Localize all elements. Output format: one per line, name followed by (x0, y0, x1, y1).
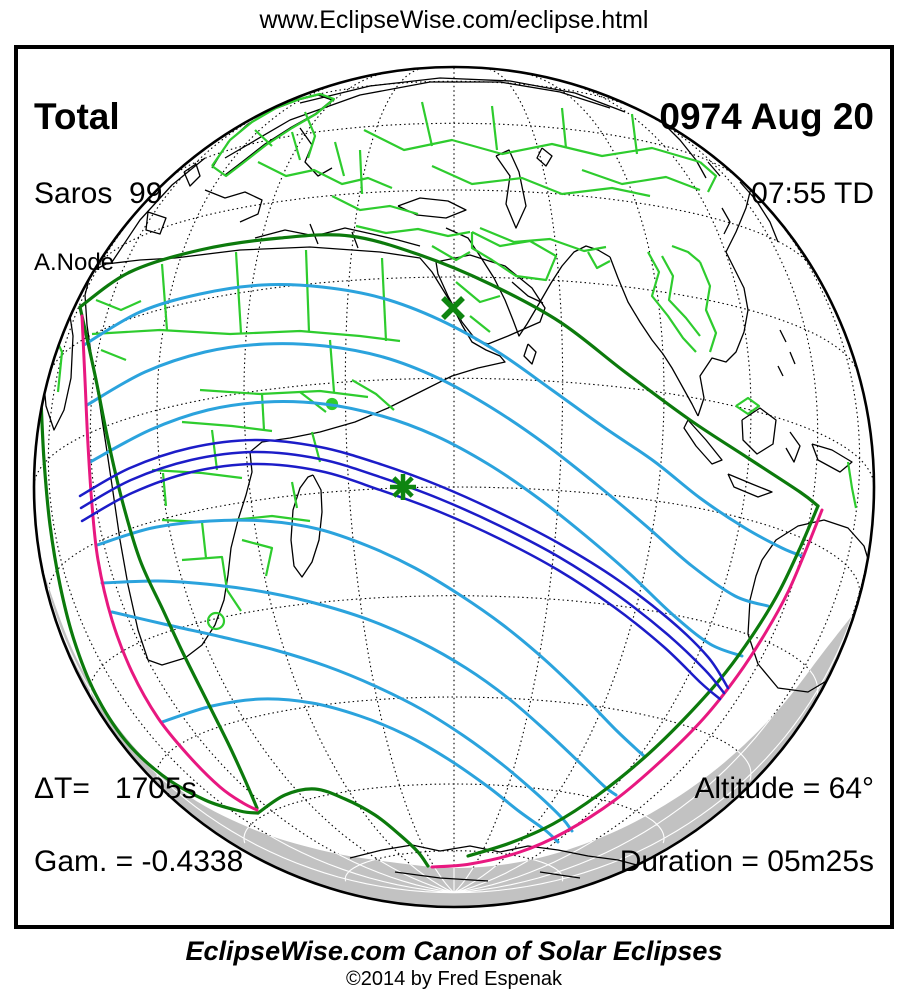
map-frame: Total Saros 99 A.Node 0974 Aug 20 07:55 … (14, 45, 894, 929)
duration-value: Duration = 05m25s (619, 844, 874, 878)
time-label: 07:55 TD (751, 177, 874, 211)
eclipse-info-top-right: 0974 Aug 20 07:55 TD (659, 57, 874, 249)
altitude-value: Altitude = 64° (694, 771, 874, 805)
delta-t-value: ΔT= 1705s (34, 771, 197, 805)
eclipse-info-top-left: Total Saros 99 A.Node (34, 57, 162, 315)
magnitude-curves (82, 282, 804, 844)
sunrise-sunset-curves (80, 314, 824, 869)
page-url: www.EclipseWise.com/eclipse.html (259, 6, 649, 34)
penumbra-limit-curves (39, 233, 820, 868)
night-shading (41, 565, 855, 908)
footer-title: EclipseWise.com Canon of Solar Eclipses (185, 936, 723, 966)
node-label: A.Node (34, 249, 115, 277)
saros-label: Saros 99 (34, 177, 163, 211)
greatest-eclipse-marker (390, 474, 416, 500)
umbra-path-curves (78, 438, 730, 701)
globe-limb (32, 65, 876, 909)
eclipse-info-bottom-left: ΔT= 1705s Gam. = -0.4338 (34, 733, 243, 917)
eclipse-info-bottom-right: Altitude = 64° Duration = 05m25s (620, 733, 874, 917)
gamma-value: Gam. = -0.4338 (34, 844, 244, 878)
date-label: 0974 Aug 20 (659, 95, 874, 137)
footer-copyright: ©2014 by Fred Espenak (346, 968, 562, 990)
subsolar-point-marker (441, 296, 465, 320)
eclipse-type-label: Total (34, 95, 120, 137)
